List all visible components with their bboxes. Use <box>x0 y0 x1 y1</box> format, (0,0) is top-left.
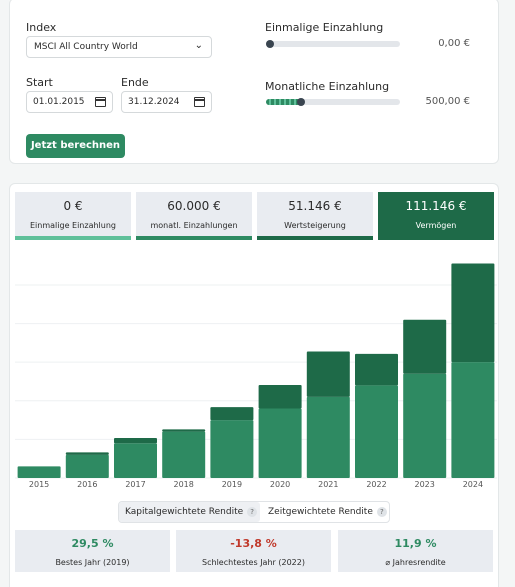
bar-deposits-2017[interactable] <box>114 443 157 478</box>
bar-gain-2017[interactable] <box>114 438 157 444</box>
bar-deposits-2018[interactable] <box>162 431 206 478</box>
monthly-deposit-label: Monatliche Einzahlung <box>265 80 390 93</box>
bar-deposits-2022[interactable] <box>355 385 398 478</box>
tab-time-weighted-return[interactable]: Zeitgewichtete Rendite? <box>262 502 390 522</box>
x-tick-label: 2018 <box>173 480 194 489</box>
stat-amount: 111.146 € <box>405 199 467 213</box>
stat-one-time-deposit: 0 € Einmalige Einzahlung <box>15 192 131 240</box>
start-date-value: 01.01.2015 <box>33 97 85 107</box>
stat-amount: 0 € <box>63 199 83 213</box>
x-tick-label: 2023 <box>414 480 435 489</box>
worst-year-value: -13,8 % <box>230 537 277 550</box>
best-year-card: 29,5 % Bestes Jahr (2019) <box>15 530 170 572</box>
slider-handle[interactable] <box>266 40 274 48</box>
results-panel: 0 € Einmalige Einzahlung 60.000 € monatl… <box>9 183 499 587</box>
end-date-input[interactable]: 31.12.2024 <box>121 91 212 113</box>
end-label: Ende <box>121 76 149 89</box>
x-tick-label: 2016 <box>77 480 98 489</box>
toggle-option-label: Kapitalgewichtete Rendite <box>125 507 244 517</box>
x-tick-label: 2019 <box>221 480 243 489</box>
one-time-deposit-value: 0,00 € <box>438 38 470 49</box>
bar-deposits-2015[interactable] <box>17 466 61 478</box>
bar-gain-2023[interactable] <box>403 319 447 374</box>
bar-gain-2021[interactable] <box>306 351 350 397</box>
stat-caption: Einmalige Einzahlung <box>30 221 116 230</box>
monthly-deposit-slider[interactable] <box>266 98 400 106</box>
stat-amount: 60.000 € <box>167 199 221 213</box>
stat-monthly-deposits: 60.000 € monatl. Einzahlungen <box>136 192 252 240</box>
toggle-option-label: Zeitgewichtete Rendite <box>268 507 373 517</box>
one-time-deposit-label: Einmalige Einzahlung <box>265 21 384 34</box>
stat-caption: Wertsteigerung <box>284 221 346 230</box>
calculator-form: Index MSCI All Country World ⌄ Start 01.… <box>9 0 499 164</box>
stat-caption: Vermögen <box>415 221 457 230</box>
bar-deposits-2024[interactable] <box>451 362 495 478</box>
bar-deposits-2019[interactable] <box>210 420 254 478</box>
best-year-value: 29,5 % <box>71 537 114 550</box>
x-tick-label: 2017 <box>125 480 146 489</box>
bar-deposits-2020[interactable] <box>258 408 302 478</box>
index-label: Index <box>26 21 57 34</box>
calculate-button[interactable]: Jetzt berechnen <box>26 134 125 158</box>
start-label: Start <box>26 76 53 89</box>
average-return-card: 11,9 % ⌀ Jahresrendite <box>338 530 493 572</box>
calendar-icon[interactable] <box>95 97 106 107</box>
x-tick-label: 2024 <box>462 480 484 489</box>
bar-deposits-2021[interactable] <box>306 396 350 478</box>
x-tick-label: 2020 <box>269 480 291 489</box>
start-date-input[interactable]: 01.01.2015 <box>26 91 113 113</box>
one-time-deposit-slider[interactable] <box>266 40 400 48</box>
x-tick-label: 2022 <box>366 480 387 489</box>
stat-amount: 51.146 € <box>288 199 342 213</box>
return-type-toggle[interactable]: Kapitalgewichtete Rendite? Zeitgewichtet… <box>118 501 390 523</box>
stat-value-gain: 51.146 € Wertsteigerung <box>257 192 373 240</box>
best-year-caption: Bestes Jahr (2019) <box>55 558 130 567</box>
bar-deposits-2016[interactable] <box>65 454 109 478</box>
bar-gain-2016[interactable] <box>65 452 109 455</box>
help-icon[interactable]: ? <box>376 506 387 517</box>
index-select-value: MSCI All Country World <box>34 42 138 52</box>
tab-capital-weighted-return[interactable]: Kapitalgewichtete Rendite? <box>119 502 260 522</box>
bar-gain-2019[interactable] <box>210 407 254 421</box>
x-tick-label: 2021 <box>318 480 339 489</box>
average-return-caption: ⌀ Jahresrendite <box>385 558 446 567</box>
help-icon[interactable]: ? <box>247 506 258 517</box>
worst-year-caption: Schlechtestes Jahr (2022) <box>202 558 305 567</box>
monthly-deposit-value: 500,00 € <box>425 96 470 107</box>
bar-gain-2020[interactable] <box>258 384 302 409</box>
bar-gain-2024[interactable] <box>451 263 495 363</box>
stat-caption: monatl. Einzahlungen <box>150 221 238 230</box>
bar-deposits-2023[interactable] <box>403 373 447 478</box>
slider-handle[interactable] <box>297 98 305 106</box>
stat-legend-bar <box>15 236 131 240</box>
stat-legend-bar <box>136 236 252 240</box>
slider-fill <box>266 99 301 105</box>
bar-gain-2018[interactable] <box>162 429 206 432</box>
worst-year-card: -13,8 % Schlechtestes Jahr (2022) <box>176 530 331 572</box>
wealth-bar-chart <box>15 263 497 479</box>
end-date-value: 31.12.2024 <box>128 97 180 107</box>
index-select[interactable]: MSCI All Country World ⌄ <box>26 36 212 58</box>
x-tick-label: 2015 <box>28 480 50 489</box>
stat-total-wealth: 111.146 € Vermögen <box>378 192 494 240</box>
calendar-icon[interactable] <box>194 97 205 107</box>
stat-legend-bar <box>257 236 373 240</box>
bar-gain-2022[interactable] <box>355 353 398 386</box>
average-return-value: 11,9 % <box>394 537 437 550</box>
chevron-down-icon: ⌄ <box>194 40 203 51</box>
